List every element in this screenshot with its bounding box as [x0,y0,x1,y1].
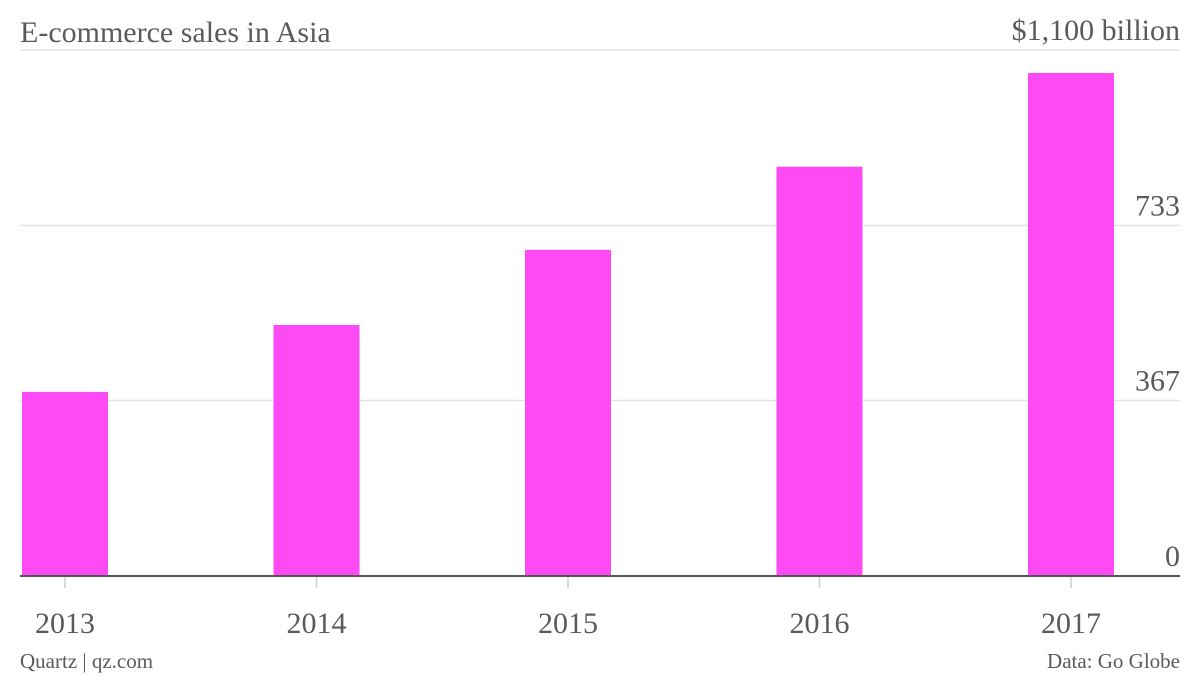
source-left: Quartz | qz.com [20,649,153,673]
x-tick-label: 2017 [1041,607,1101,640]
chart-title: E-commerce sales in Asia [20,16,331,49]
bar [1028,72,1114,576]
y-tick-label: $1,100 billion [1012,14,1180,47]
bar [776,166,863,576]
x-tick-label: 2014 [287,607,347,640]
y-tick-label: 733 [1135,189,1180,222]
bar [525,249,611,576]
x-tick-label: 2016 [790,607,850,640]
y-tick-label: 0 [1165,540,1180,573]
x-tick-label: 2013 [35,607,95,640]
bar [273,324,360,576]
x-tick-label: 2015 [538,607,598,640]
source-right: Data: Go Globe [1047,649,1180,673]
bar [22,391,108,576]
y-tick-label: 367 [1135,365,1180,398]
